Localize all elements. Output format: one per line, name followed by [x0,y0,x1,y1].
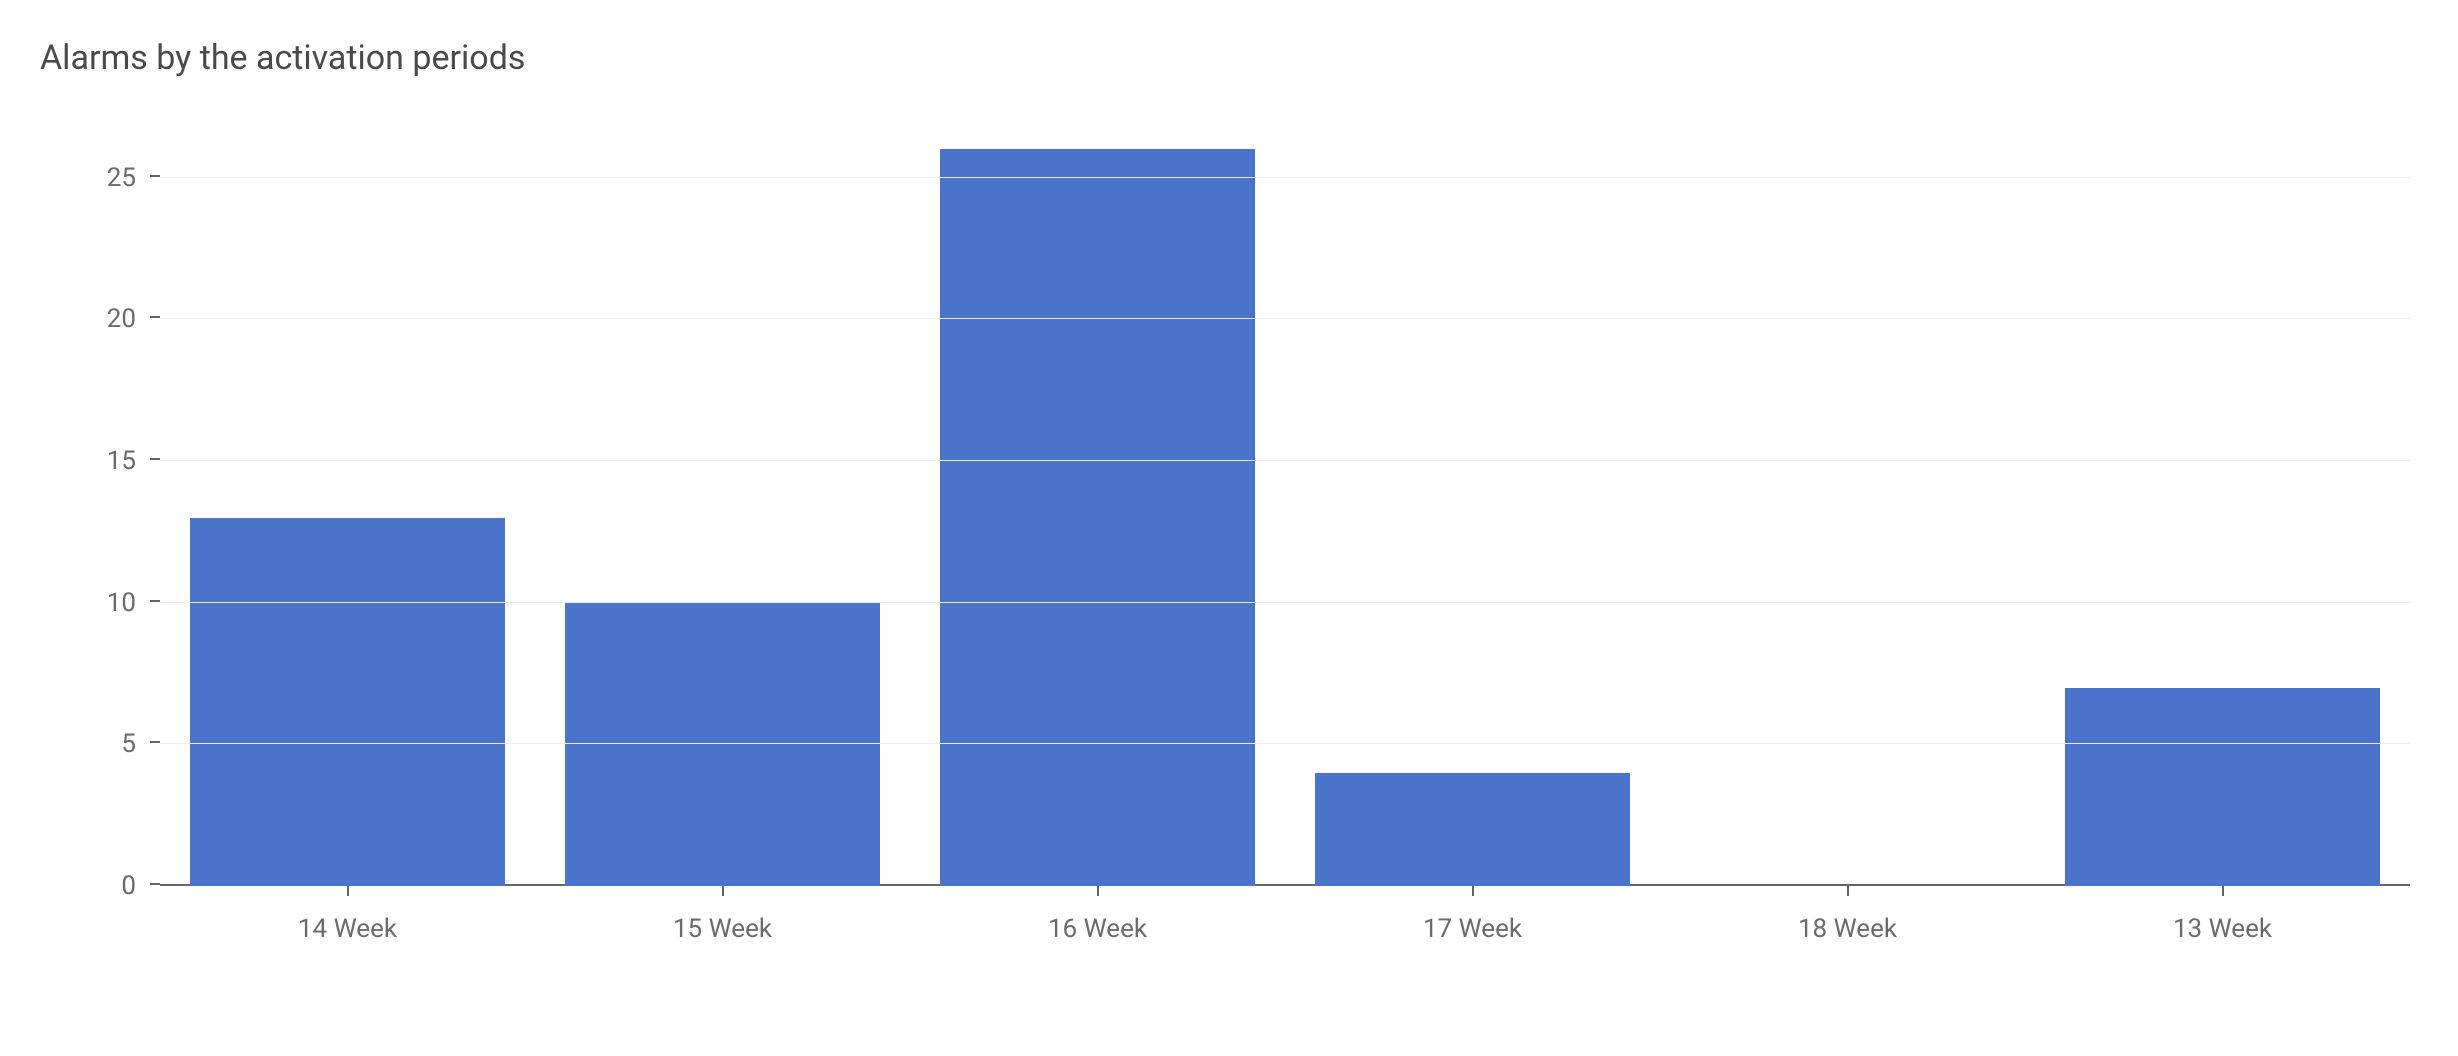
x-tick-label: 16 Week [1048,896,1147,944]
bar-slot [1285,118,1660,886]
x-label-slot: 15 Week [535,896,910,944]
bar-slot [910,118,1285,886]
y-tick-label: 20 [107,304,160,334]
gridline [160,177,2410,178]
y-tick-label: 0 [121,871,160,901]
gridline [160,602,2410,603]
x-tick-mark [1097,886,1099,896]
bars-group [160,118,2410,886]
y-tick-mark [150,175,160,177]
y-tick-mark [150,458,160,460]
y-tick-mark [150,316,160,318]
y-tick-label: 15 [107,446,160,476]
chart-title: Alarms by the activation periods [40,38,2420,78]
x-label-slot: 13 Week [2035,896,2410,944]
y-tick-label: 10 [107,588,160,618]
bar-slot [1660,118,2035,886]
bar [1315,773,1630,886]
x-label-slot: 16 Week [910,896,1285,944]
bar-slot [2035,118,2410,886]
x-tick-label: 15 Week [673,896,772,944]
alarms-bar-chart: Alarms by the activation periods 0510152… [40,38,2420,944]
x-tick-mark [1472,886,1474,896]
bar-slot [535,118,910,886]
y-tick-mark [150,883,160,885]
y-tick-label: 5 [121,729,160,759]
y-tick-mark [150,600,160,602]
x-axis-labels: 14 Week 15 Week 16 Week 17 Week 18 Week 13 We… [160,896,2410,944]
x-label-slot: 17 Week [1285,896,1660,944]
y-tick-mark [150,741,160,743]
bar [940,149,1255,886]
y-tick-label: 25 [107,163,160,193]
x-tick-mark [1847,886,1849,896]
bar [190,518,505,886]
bar-slot [160,118,535,886]
x-tick-mark [347,886,349,896]
gridline [160,318,2410,319]
plot-area: 0510152025 [160,118,2410,886]
x-tick-label: 18 Week [1798,896,1897,944]
x-tick-mark [722,886,724,896]
x-tick-mark [2222,886,2224,896]
x-label-slot: 14 Week [160,896,535,944]
gridline [160,743,2410,744]
bar [2065,688,2380,886]
x-tick-label: 14 Week [298,896,397,944]
x-tick-label: 17 Week [1423,896,1522,944]
x-tick-label: 13 Week [2173,896,2272,944]
gridline [160,460,2410,461]
x-label-slot: 18 Week [1660,896,2035,944]
